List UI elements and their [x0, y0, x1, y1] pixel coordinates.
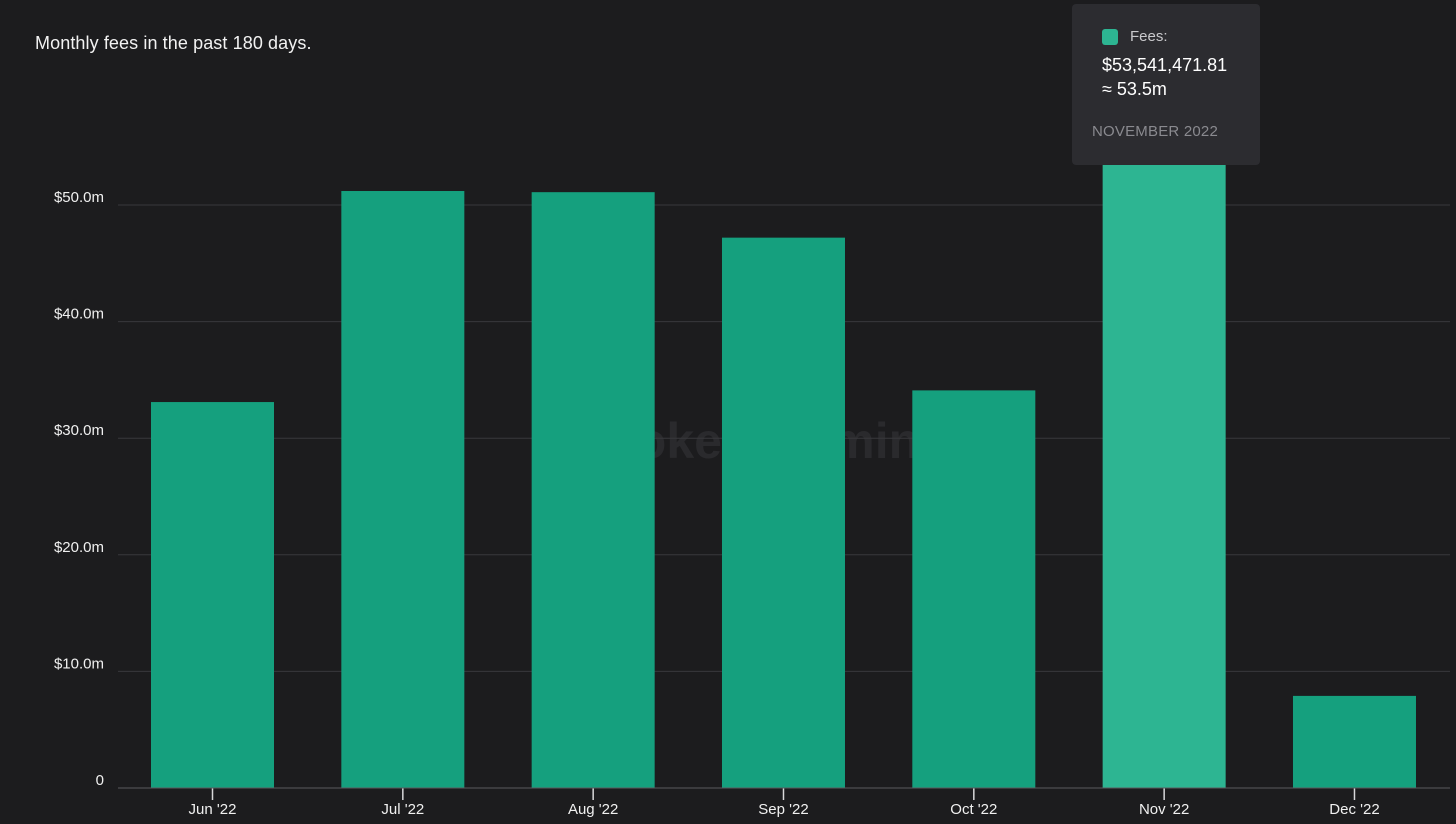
- x-tick-label: Jun '22: [189, 801, 237, 818]
- y-tick-label: $50.0m: [54, 189, 104, 206]
- bar-oct-22[interactable]: [912, 390, 1036, 788]
- x-tick-label: Sep '22: [758, 801, 808, 818]
- tooltip-value: $53,541,471.81: [1102, 55, 1228, 75]
- tooltip-approx: ≈ 53.5m: [1102, 79, 1167, 99]
- y-tick-label: $10.0m: [54, 655, 104, 672]
- x-tick-label: Nov '22: [1139, 801, 1189, 818]
- tooltip: Fees: $53,541,471.81 ≈ 53.5m NOVEMBER 20…: [1072, 4, 1260, 165]
- chart-title: Monthly fees in the past 180 days.: [35, 33, 312, 53]
- bar-jun-22[interactable]: [151, 402, 274, 788]
- y-tick-label: $40.0m: [54, 306, 104, 323]
- tooltip-series-label: Fees:: [1130, 28, 1168, 45]
- tooltip-date: NOVEMBER 2022: [1092, 123, 1218, 140]
- y-tick-label: 0: [96, 772, 104, 789]
- x-tick-label: Jul '22: [381, 801, 424, 818]
- bar-nov-22[interactable]: [1102, 163, 1226, 788]
- y-tick-label: $20.0m: [54, 539, 104, 556]
- bar-aug-22[interactable]: [531, 192, 655, 788]
- y-tick-label: $30.0m: [54, 422, 104, 439]
- bar-jul-22[interactable]: [341, 191, 465, 788]
- fees-swatch: [1102, 28, 1118, 45]
- bar-dec-22[interactable]: [1292, 695, 1416, 788]
- x-tick-label: Dec '22: [1329, 801, 1379, 818]
- x-tick-label: Oct '22: [950, 801, 997, 818]
- x-tick-label: Aug '22: [568, 801, 618, 818]
- bar-sep-22[interactable]: [721, 237, 845, 788]
